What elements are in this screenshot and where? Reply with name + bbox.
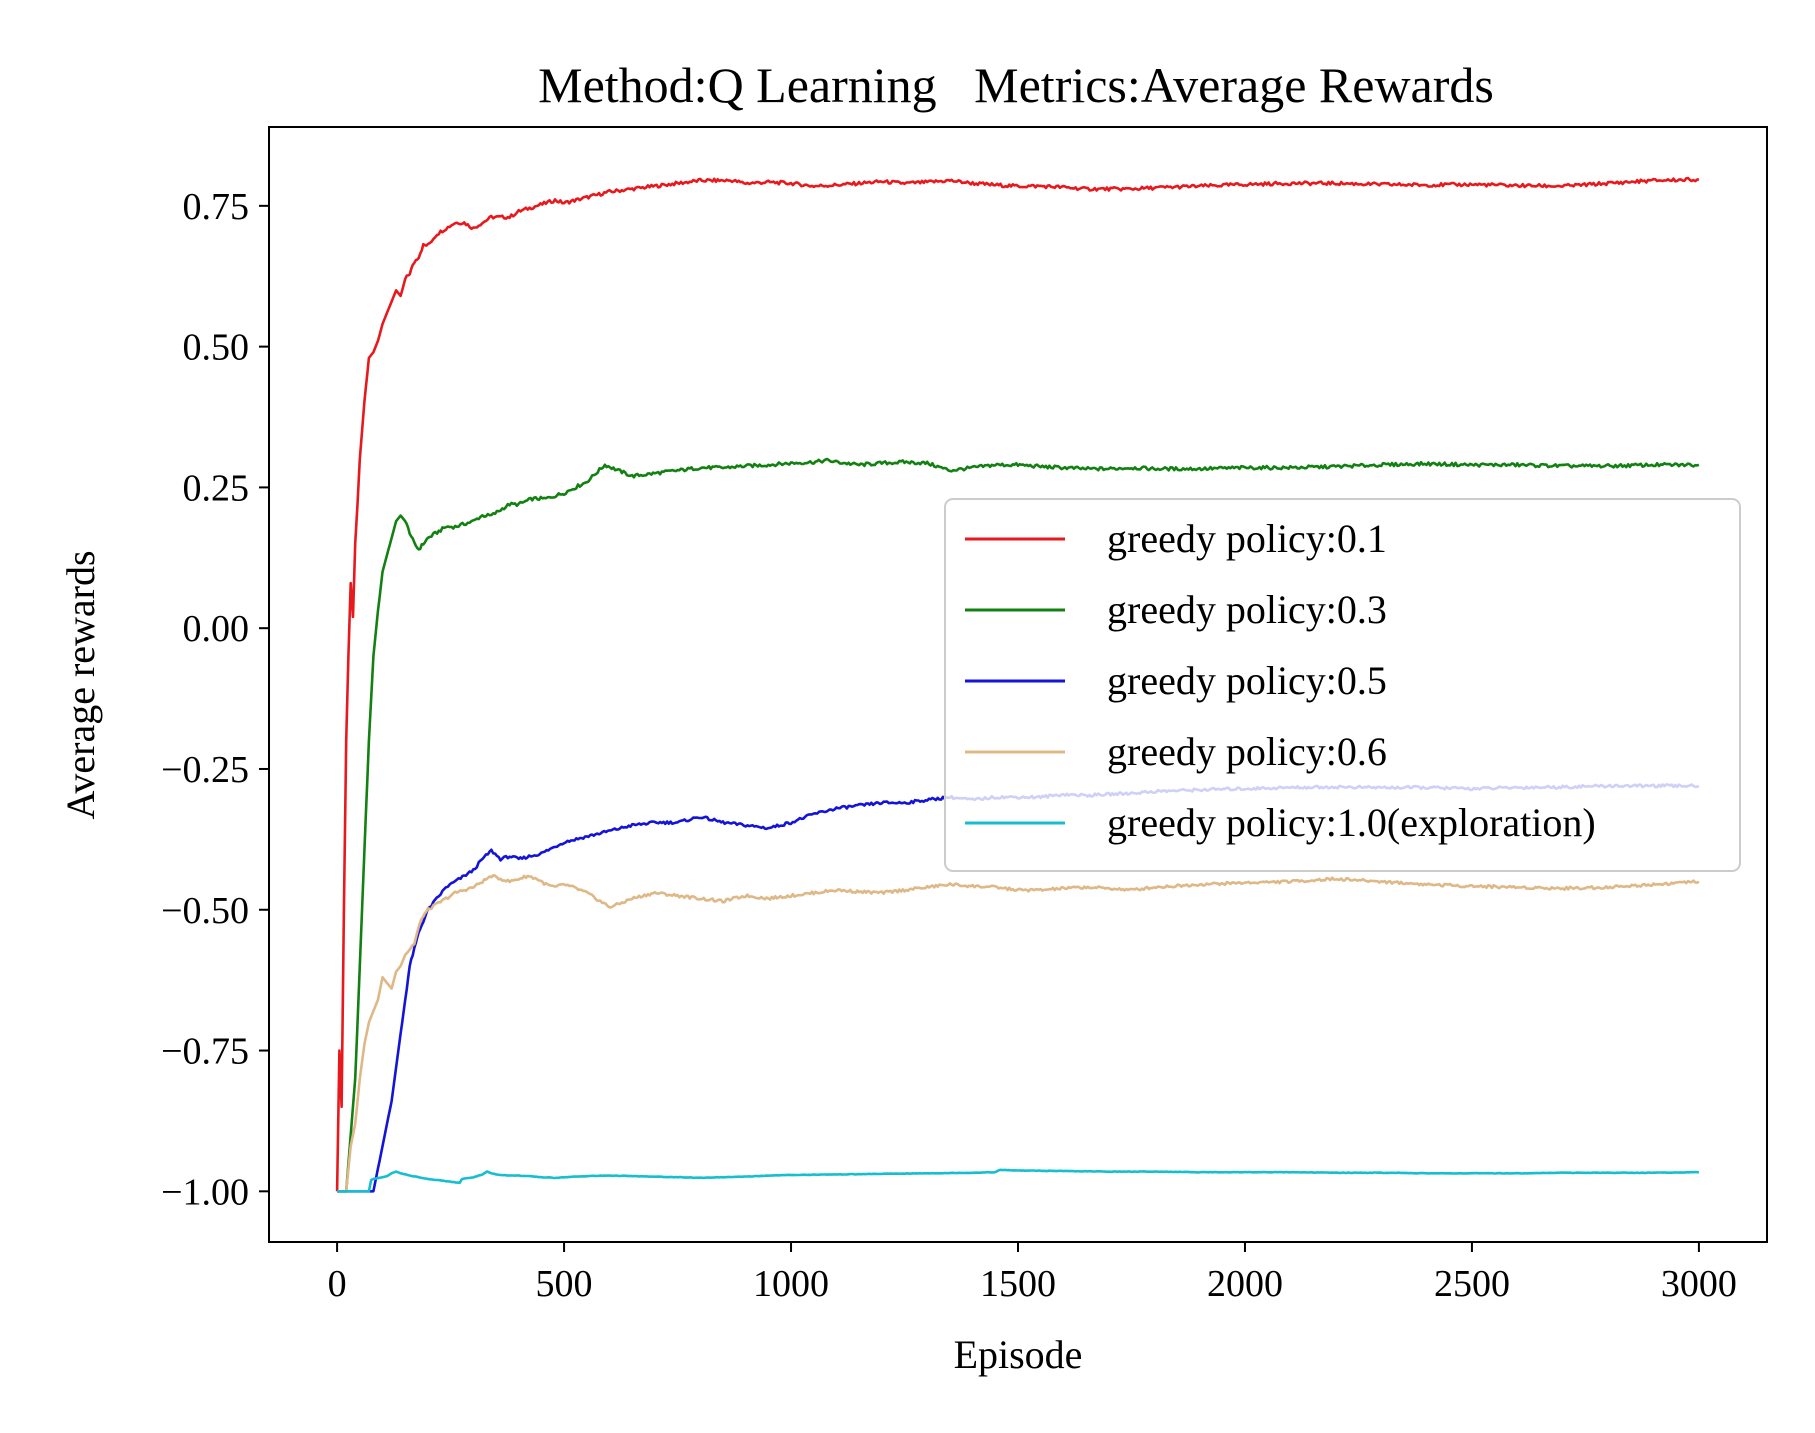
y-tick-label: 0.00 <box>183 608 250 650</box>
x-tick-label: 2000 <box>1207 1263 1283 1305</box>
legend-label: greedy policy:0.5 <box>1107 658 1387 703</box>
legend: greedy policy:0.1 greedy policy:0.3 greedy… <box>944 498 1741 872</box>
legend-box <box>944 498 1741 872</box>
x-tick-label: 2500 <box>1434 1263 1510 1305</box>
x-tick-label: 3000 <box>1661 1263 1737 1305</box>
chart-title: Method:Q Learning Metrics:Average Reward… <box>538 57 1494 113</box>
y-tick-label: −0.50 <box>161 890 249 932</box>
legend-label: greedy policy:0.6 <box>1107 729 1387 774</box>
legend-label: greedy policy:1.0(exploration) <box>1107 800 1596 845</box>
series-line <box>337 874 1700 1193</box>
y-tick-label: 0.25 <box>183 467 250 509</box>
y-axis: 0.75 0.50 0.25 0.00 −0.25 −0.50 −0.75 −1.00 <box>161 186 269 1213</box>
y-tick-label: 0.75 <box>183 186 250 228</box>
legend-label: greedy policy:0.1 <box>1107 516 1387 561</box>
y-tick-label: 0.50 <box>183 327 250 369</box>
y-tick-label: −0.75 <box>161 1031 249 1073</box>
series-line <box>337 457 1700 1193</box>
x-tick-label: 1000 <box>753 1263 829 1305</box>
series-line <box>337 1168 1699 1193</box>
series-line <box>335 176 1700 1192</box>
y-tick-label: −0.25 <box>161 749 249 791</box>
x-tick-label: 1500 <box>980 1263 1056 1305</box>
y-axis-label: Average rewards <box>58 550 103 819</box>
y-tick-label: −1.00 <box>161 1171 249 1213</box>
x-axis-label: Episode <box>954 1332 1083 1377</box>
legend-label: greedy policy:0.3 <box>1107 587 1387 632</box>
x-axis: 0 500 1000 1500 2000 2500 3000 <box>328 1242 1737 1305</box>
x-tick-label: 0 <box>328 1263 347 1305</box>
x-tick-label: 500 <box>536 1263 593 1305</box>
